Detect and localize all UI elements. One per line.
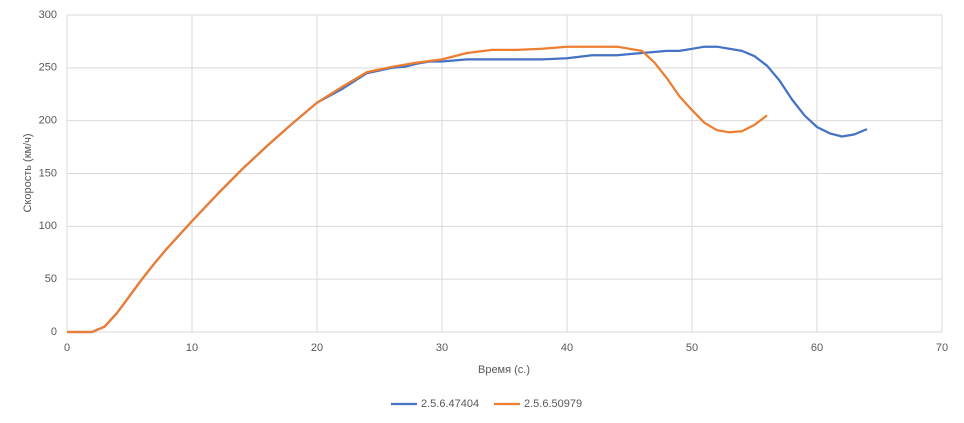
y-tick-label: 50 <box>45 273 57 285</box>
x-tick-label: 0 <box>64 342 70 354</box>
x-tick-label: 20 <box>311 342 323 354</box>
legend-label: 2.5.6.47404 <box>421 398 479 410</box>
y-tick-label: 100 <box>39 220 57 232</box>
x-tick-label: 50 <box>686 342 698 354</box>
y-tick-label: 250 <box>39 62 57 74</box>
x-tick-label: 70 <box>936 342 948 354</box>
x-tick-label: 40 <box>561 342 573 354</box>
y-tick-label: 150 <box>39 167 57 179</box>
legend-label: 2.5.6.50979 <box>524 398 582 410</box>
y-tick-label: 300 <box>39 9 57 21</box>
x-axis-title: Время (с.) <box>478 364 530 376</box>
series-line <box>67 45 768 334</box>
series-line <box>67 45 868 334</box>
x-tick-label: 60 <box>811 342 823 354</box>
y-tick-label: 0 <box>51 326 57 338</box>
y-axis-title: Скорость (км/ч) <box>22 133 34 212</box>
x-tick-label: 30 <box>436 342 448 354</box>
x-tick-label: 10 <box>186 342 198 354</box>
y-tick-label: 200 <box>39 115 57 127</box>
